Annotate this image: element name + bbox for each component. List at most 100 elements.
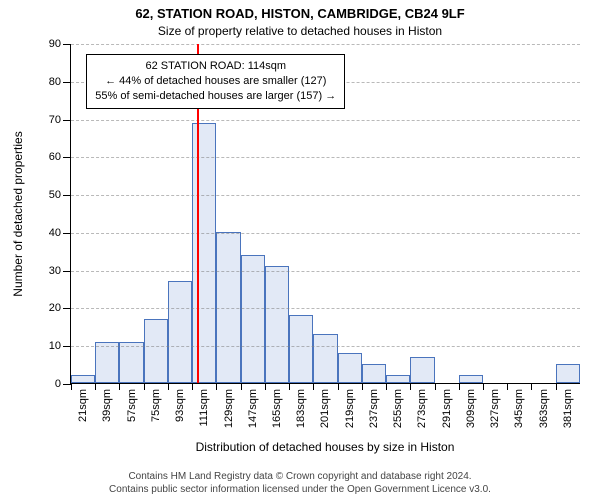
x-tick-label: 363sqm bbox=[538, 389, 550, 428]
y-tick-label: 50 bbox=[49, 189, 61, 201]
bar bbox=[338, 353, 362, 383]
bar bbox=[362, 364, 386, 383]
x-tick-label: 93sqm bbox=[174, 389, 186, 422]
x-tick-label: 21sqm bbox=[77, 389, 89, 422]
attribution-footer: Contains HM Land Registry data © Crown c… bbox=[0, 471, 600, 496]
x-tick bbox=[289, 384, 290, 390]
x-tick-label: 129sqm bbox=[223, 389, 235, 428]
annotation-line: ← 44% of detached houses are smaller (12… bbox=[95, 74, 336, 89]
x-tick bbox=[168, 384, 169, 390]
bar bbox=[216, 232, 240, 383]
y-axis-title: Number of detached properties bbox=[11, 131, 25, 296]
x-axis-title: Distribution of detached houses by size … bbox=[70, 440, 580, 454]
chart-title: 62, STATION ROAD, HISTON, CAMBRIDGE, CB2… bbox=[0, 6, 600, 21]
y-tick bbox=[63, 157, 71, 158]
x-tick bbox=[459, 384, 460, 390]
y-tick-label: 80 bbox=[49, 76, 61, 88]
y-tick-label: 70 bbox=[49, 114, 61, 126]
bar bbox=[556, 364, 580, 383]
bar bbox=[313, 334, 337, 383]
x-tick bbox=[338, 384, 339, 390]
y-tick bbox=[63, 120, 71, 121]
bar-slot: 237sqm bbox=[362, 44, 386, 383]
y-tick bbox=[63, 44, 71, 45]
figure-container: 62, STATION ROAD, HISTON, CAMBRIDGE, CB2… bbox=[0, 0, 600, 500]
chart-subtitle: Size of property relative to detached ho… bbox=[0, 24, 600, 38]
x-tick-label: 327sqm bbox=[489, 389, 501, 428]
x-tick-label: 273sqm bbox=[416, 389, 428, 428]
y-tick-label: 30 bbox=[49, 265, 61, 277]
x-tick-label: 39sqm bbox=[101, 389, 113, 422]
y-tick bbox=[63, 195, 71, 196]
x-tick bbox=[95, 384, 96, 390]
y-tick-label: 40 bbox=[49, 227, 61, 239]
y-tick bbox=[63, 233, 71, 234]
x-tick-label: 255sqm bbox=[392, 389, 404, 428]
bar bbox=[289, 315, 313, 383]
y-tick-label: 10 bbox=[49, 340, 61, 352]
x-tick bbox=[507, 384, 508, 390]
bar-slot: 363sqm bbox=[531, 44, 555, 383]
y-tick bbox=[63, 82, 71, 83]
x-tick-label: 219sqm bbox=[344, 389, 356, 428]
bar bbox=[144, 319, 168, 383]
y-tick-label: 90 bbox=[49, 38, 61, 50]
x-tick-label: 165sqm bbox=[271, 389, 283, 428]
x-tick bbox=[71, 384, 72, 390]
x-tick bbox=[119, 384, 120, 390]
x-tick-label: 75sqm bbox=[150, 389, 162, 422]
bar-slot: 291sqm bbox=[435, 44, 459, 383]
y-tick bbox=[63, 346, 71, 347]
x-tick-label: 237sqm bbox=[368, 389, 380, 428]
x-tick bbox=[241, 384, 242, 390]
bar-slot: 273sqm bbox=[410, 44, 434, 383]
y-tick-label: 20 bbox=[49, 302, 61, 314]
bar bbox=[459, 375, 483, 383]
y-tick bbox=[63, 271, 71, 272]
annotation-line: 62 STATION ROAD: 114sqm bbox=[95, 59, 336, 74]
x-tick bbox=[313, 384, 314, 390]
bar bbox=[95, 342, 119, 383]
bar bbox=[386, 375, 410, 383]
x-tick bbox=[410, 384, 411, 390]
x-tick bbox=[265, 384, 266, 390]
bar-slot: 327sqm bbox=[483, 44, 507, 383]
annotation-line: 55% of semi-detached houses are larger (… bbox=[95, 89, 336, 104]
x-tick bbox=[144, 384, 145, 390]
x-tick-label: 381sqm bbox=[562, 389, 574, 428]
bar-slot: 309sqm bbox=[459, 44, 483, 383]
x-tick-label: 147sqm bbox=[247, 389, 259, 428]
x-tick bbox=[192, 384, 193, 390]
x-tick-label: 201sqm bbox=[319, 389, 331, 428]
x-tick bbox=[386, 384, 387, 390]
x-tick-label: 183sqm bbox=[295, 389, 307, 428]
y-tick-label: 60 bbox=[49, 151, 61, 163]
bar-slot: 255sqm bbox=[386, 44, 410, 383]
bar bbox=[168, 281, 192, 383]
bar-slot: 345sqm bbox=[507, 44, 531, 383]
x-tick bbox=[531, 384, 532, 390]
y-tick bbox=[63, 308, 71, 309]
x-tick bbox=[483, 384, 484, 390]
y-tick bbox=[63, 384, 71, 385]
annotation-box: 62 STATION ROAD: 114sqm← 44% of detached… bbox=[86, 54, 345, 109]
x-tick-label: 111sqm bbox=[198, 389, 210, 427]
bar bbox=[71, 375, 95, 383]
x-tick-label: 291sqm bbox=[441, 389, 453, 428]
plot-area: 21sqm39sqm57sqm75sqm93sqm111sqm129sqm147… bbox=[70, 44, 580, 384]
x-tick bbox=[435, 384, 436, 390]
x-tick bbox=[362, 384, 363, 390]
footer-line-2: Contains public sector information licen… bbox=[0, 484, 600, 497]
footer-line-1: Contains HM Land Registry data © Crown c… bbox=[0, 471, 600, 484]
x-tick bbox=[216, 384, 217, 390]
x-tick bbox=[556, 384, 557, 390]
bar bbox=[241, 255, 265, 383]
x-tick-label: 309sqm bbox=[465, 389, 477, 428]
y-tick-label: 0 bbox=[55, 378, 61, 390]
bar-slot: 381sqm bbox=[556, 44, 580, 383]
bar bbox=[410, 357, 434, 383]
x-tick-label: 57sqm bbox=[126, 389, 138, 422]
bar bbox=[119, 342, 143, 383]
x-tick-label: 345sqm bbox=[513, 389, 525, 428]
bar bbox=[265, 266, 289, 383]
